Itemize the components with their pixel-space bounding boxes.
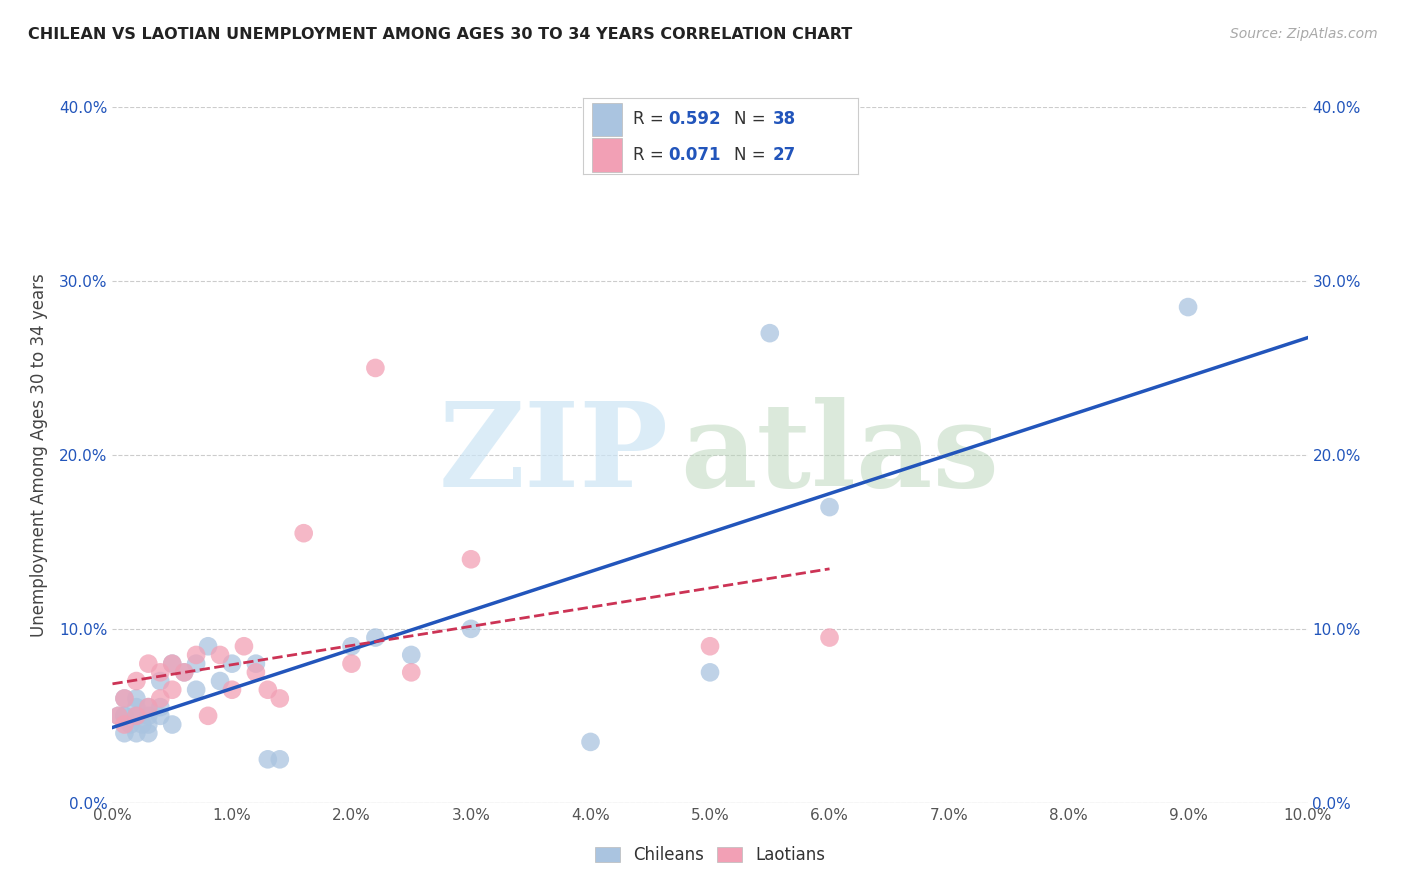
Point xyxy=(149,708,172,723)
Point xyxy=(162,682,183,697)
Point xyxy=(162,717,183,731)
Text: R =: R = xyxy=(633,111,669,128)
Point xyxy=(269,691,291,706)
Point xyxy=(114,708,135,723)
Point xyxy=(114,726,135,740)
Point xyxy=(269,752,291,766)
Point xyxy=(107,708,129,723)
Point xyxy=(245,657,267,671)
Point xyxy=(579,735,602,749)
Point xyxy=(149,665,172,680)
Point xyxy=(149,674,172,689)
Point xyxy=(209,674,232,689)
Point xyxy=(221,657,243,671)
Point xyxy=(114,717,135,731)
Point xyxy=(209,648,232,662)
Point xyxy=(114,708,135,723)
Text: ZIP: ZIP xyxy=(439,398,668,512)
Point xyxy=(401,665,423,680)
Point xyxy=(340,639,363,653)
Point xyxy=(186,657,208,671)
Point xyxy=(138,700,160,714)
FancyBboxPatch shape xyxy=(592,138,621,171)
Point xyxy=(131,717,153,731)
Point xyxy=(221,682,243,697)
Text: 0.071: 0.071 xyxy=(668,146,721,164)
Point xyxy=(364,360,387,375)
Point xyxy=(138,657,160,671)
Point xyxy=(460,622,482,636)
Point xyxy=(197,708,219,723)
Point xyxy=(138,726,160,740)
Point xyxy=(186,682,208,697)
Point xyxy=(1177,300,1199,314)
Point xyxy=(197,639,219,653)
Text: atlas: atlas xyxy=(681,398,1000,512)
Text: R =: R = xyxy=(633,146,669,164)
Point xyxy=(120,717,142,731)
Point xyxy=(233,639,256,653)
Point xyxy=(138,708,160,723)
Point xyxy=(107,708,129,723)
Point xyxy=(125,708,148,723)
Point xyxy=(125,708,148,723)
Point xyxy=(460,552,482,566)
Point xyxy=(699,665,721,680)
Point xyxy=(138,717,160,731)
Point xyxy=(173,665,195,680)
Point xyxy=(125,726,148,740)
Point xyxy=(818,500,841,514)
Text: 38: 38 xyxy=(773,111,796,128)
Point xyxy=(149,691,172,706)
Point xyxy=(257,752,280,766)
Point xyxy=(138,700,160,714)
Point xyxy=(162,657,183,671)
Point xyxy=(340,657,363,671)
Point xyxy=(759,326,782,340)
Text: Source: ZipAtlas.com: Source: ZipAtlas.com xyxy=(1230,27,1378,41)
Point xyxy=(699,639,721,653)
Point xyxy=(292,526,315,541)
Point xyxy=(125,691,148,706)
Point xyxy=(114,691,135,706)
Point xyxy=(364,631,387,645)
Point xyxy=(149,700,172,714)
Text: 0.592: 0.592 xyxy=(668,111,721,128)
Text: 27: 27 xyxy=(773,146,796,164)
Point xyxy=(257,682,280,697)
Point xyxy=(245,665,267,680)
Point xyxy=(173,665,195,680)
Point xyxy=(114,691,135,706)
Point xyxy=(162,657,183,671)
Point xyxy=(401,648,423,662)
Text: N =: N = xyxy=(734,146,770,164)
Point xyxy=(818,631,841,645)
FancyBboxPatch shape xyxy=(592,103,621,136)
Text: CHILEAN VS LAOTIAN UNEMPLOYMENT AMONG AGES 30 TO 34 YEARS CORRELATION CHART: CHILEAN VS LAOTIAN UNEMPLOYMENT AMONG AG… xyxy=(28,27,852,42)
Text: N =: N = xyxy=(734,111,770,128)
Y-axis label: Unemployment Among Ages 30 to 34 years: Unemployment Among Ages 30 to 34 years xyxy=(30,273,48,637)
Point xyxy=(125,700,148,714)
Point xyxy=(186,648,208,662)
Point xyxy=(125,674,148,689)
Legend: Chileans, Laotians: Chileans, Laotians xyxy=(588,839,832,871)
